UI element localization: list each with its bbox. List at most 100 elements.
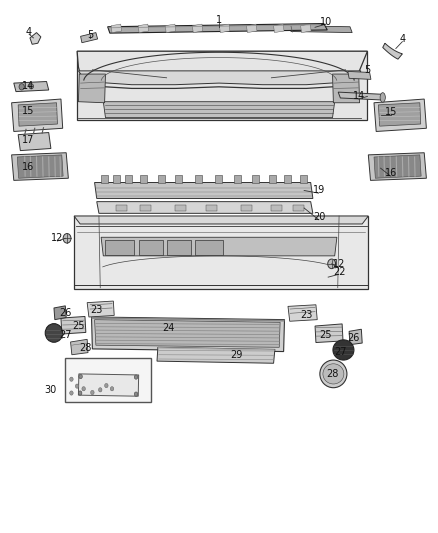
Ellipse shape <box>380 93 385 102</box>
Polygon shape <box>81 33 98 43</box>
Bar <box>125 175 132 182</box>
Circle shape <box>79 374 82 378</box>
Bar <box>141 175 148 182</box>
Polygon shape <box>348 71 371 79</box>
Bar <box>139 240 162 255</box>
Polygon shape <box>368 153 426 180</box>
Polygon shape <box>95 182 313 198</box>
Polygon shape <box>338 92 384 100</box>
Text: 17: 17 <box>21 135 34 145</box>
Text: 12: 12 <box>51 233 64 244</box>
Bar <box>158 175 165 182</box>
Bar <box>285 175 291 182</box>
Polygon shape <box>71 340 88 355</box>
Text: 26: 26 <box>347 333 360 343</box>
Bar <box>234 175 241 182</box>
Text: 5: 5 <box>364 65 371 75</box>
Circle shape <box>29 84 33 89</box>
Text: 29: 29 <box>230 350 243 360</box>
Text: 28: 28 <box>80 343 92 353</box>
Polygon shape <box>54 306 66 320</box>
Polygon shape <box>61 317 86 334</box>
Polygon shape <box>74 216 368 289</box>
Bar <box>117 205 127 211</box>
Polygon shape <box>332 74 360 103</box>
Polygon shape <box>274 24 284 33</box>
Polygon shape <box>378 103 421 126</box>
Polygon shape <box>14 82 49 92</box>
Circle shape <box>328 259 336 269</box>
Text: 25: 25 <box>320 329 332 340</box>
Bar <box>272 205 283 211</box>
Text: 16: 16 <box>21 161 34 172</box>
Circle shape <box>70 391 73 395</box>
Text: 28: 28 <box>326 369 339 379</box>
Text: 26: 26 <box>59 308 71 318</box>
Bar <box>141 205 151 211</box>
Polygon shape <box>374 155 421 178</box>
Polygon shape <box>157 348 275 364</box>
Circle shape <box>105 383 108 387</box>
Polygon shape <box>12 99 63 132</box>
Polygon shape <box>18 103 57 126</box>
Polygon shape <box>219 24 230 33</box>
Circle shape <box>78 391 82 395</box>
Text: 4: 4 <box>26 27 32 37</box>
Bar <box>269 175 276 182</box>
Polygon shape <box>78 374 139 396</box>
Text: 19: 19 <box>313 185 325 196</box>
Text: 23: 23 <box>91 305 103 315</box>
Polygon shape <box>17 155 63 178</box>
Text: 23: 23 <box>300 310 312 320</box>
Polygon shape <box>77 51 367 88</box>
Ellipse shape <box>333 340 354 360</box>
Circle shape <box>99 387 102 392</box>
Text: 14: 14 <box>353 91 365 101</box>
Text: 15: 15 <box>21 106 34 116</box>
Bar <box>113 175 120 182</box>
Polygon shape <box>108 23 327 33</box>
Circle shape <box>75 384 79 388</box>
Polygon shape <box>315 324 343 343</box>
Circle shape <box>91 390 94 394</box>
Circle shape <box>19 84 24 90</box>
Polygon shape <box>288 305 317 321</box>
Text: 1: 1 <box>216 15 222 26</box>
Polygon shape <box>101 237 337 256</box>
Bar <box>105 240 134 255</box>
Text: 12: 12 <box>333 259 345 269</box>
Circle shape <box>70 377 73 381</box>
Ellipse shape <box>323 364 344 384</box>
Text: 20: 20 <box>313 212 325 222</box>
Polygon shape <box>374 99 426 132</box>
Text: 27: 27 <box>59 329 71 340</box>
Circle shape <box>82 386 85 391</box>
Polygon shape <box>78 71 361 85</box>
Polygon shape <box>192 24 203 33</box>
Text: 25: 25 <box>72 321 85 331</box>
Text: 27: 27 <box>334 346 346 357</box>
Bar <box>195 175 202 182</box>
Polygon shape <box>383 43 403 59</box>
Polygon shape <box>138 24 149 33</box>
Polygon shape <box>77 51 367 120</box>
Polygon shape <box>111 24 122 33</box>
Bar <box>293 205 304 211</box>
Polygon shape <box>247 24 257 33</box>
Bar <box>175 175 182 182</box>
Polygon shape <box>12 153 68 180</box>
Polygon shape <box>74 216 368 224</box>
Bar <box>215 175 222 182</box>
Circle shape <box>134 392 138 396</box>
Bar <box>65 359 151 402</box>
Text: 10: 10 <box>320 17 332 27</box>
Bar <box>175 205 186 211</box>
Circle shape <box>110 386 114 391</box>
Text: 30: 30 <box>45 385 57 395</box>
Text: 15: 15 <box>385 107 398 117</box>
Text: 14: 14 <box>21 81 34 91</box>
Polygon shape <box>87 301 114 317</box>
Polygon shape <box>92 317 285 352</box>
Polygon shape <box>95 320 280 348</box>
Polygon shape <box>165 24 176 33</box>
